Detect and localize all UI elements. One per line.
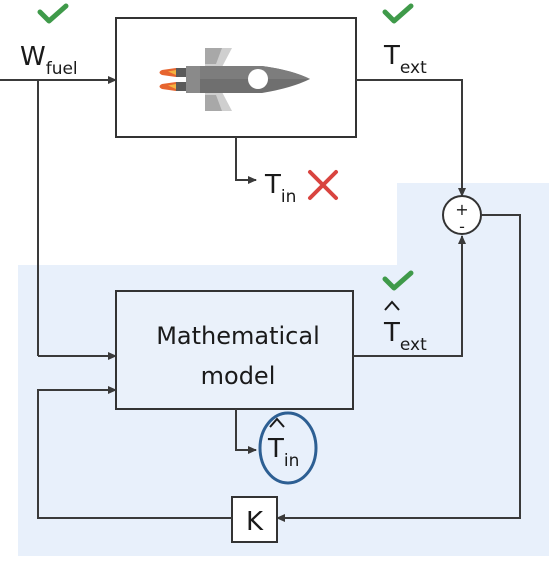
cross-icon [308, 170, 338, 200]
summing-plus: + [455, 200, 468, 219]
summing-minus: - [459, 217, 465, 236]
t-ext-hat-wire [353, 235, 466, 357]
checkmark-icon [382, 3, 414, 24]
fuel-input-label: Wfuel [20, 42, 78, 79]
t-in-hat-highlight [258, 411, 318, 485]
model-label-line2: model [201, 362, 276, 390]
rocket-icon [159, 48, 310, 111]
checkmark-icon [37, 3, 69, 24]
t-in-wire [235, 137, 257, 184]
t-ext-wire [356, 79, 466, 197]
checkmark-icon [382, 270, 414, 291]
gain-label: K [246, 507, 264, 537]
hat-icon [269, 417, 285, 428]
model-label-line1: Mathematical [156, 322, 320, 350]
error-feedback-wire [276, 214, 521, 522]
t-ext-hat-label: Text [383, 318, 427, 355]
t-in-label: Tin [264, 170, 296, 207]
hat-icon [384, 300, 400, 311]
model-block [115, 290, 354, 410]
t-ext-label: Text [383, 41, 427, 78]
gain-output-wire [37, 386, 232, 519]
t-in-hat-wire [235, 409, 257, 454]
t-in-hat-label: Tin [267, 434, 299, 471]
gain-block [231, 496, 278, 543]
